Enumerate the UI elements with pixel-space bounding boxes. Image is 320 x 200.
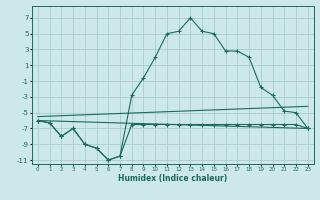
X-axis label: Humidex (Indice chaleur): Humidex (Indice chaleur) <box>118 174 228 183</box>
